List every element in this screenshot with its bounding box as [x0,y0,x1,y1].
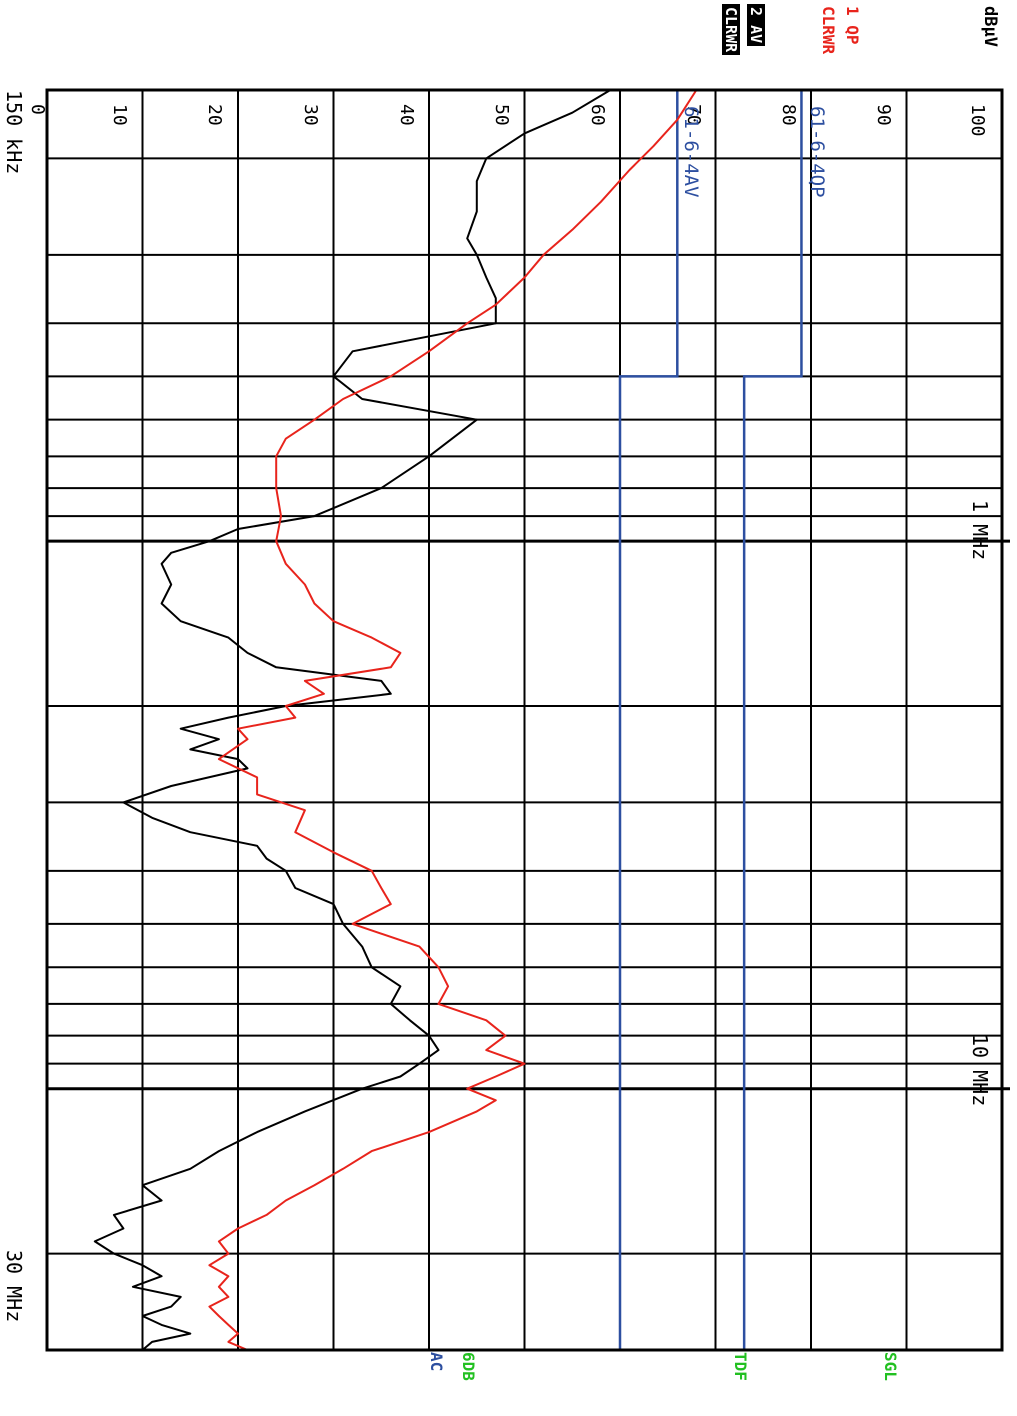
limit-qp-label: 61-6-4QP [806,106,828,198]
trace1-number: 1 [843,6,862,16]
y-tick-label: 100 [967,104,988,137]
trace2-legend-clear: CLRWR [722,4,740,56]
trace2-legend-mode: 2 AV [747,4,765,47]
trace1-legend-clear: CLRWR [819,6,838,55]
limit-line [618,90,679,1350]
y-tick-label: 80 [778,104,799,126]
trace1-legend-mode: 1 QP [843,6,862,45]
y-tick-label: 30 [300,104,321,126]
unit-label: dBµV [980,6,1000,47]
y-tick-label: 60 [587,104,608,126]
x-mid2-label: 10 MHz [968,1034,992,1107]
trace-lines [93,89,698,1351]
chart-grid [46,90,1010,1351]
x-mid1-label: 1 MHz [968,500,992,561]
sgl-indicator: SGL [881,1352,900,1381]
y-tick-label: 40 [396,104,417,126]
plot-frame [45,88,1004,1352]
limit-lines [618,90,803,1350]
x-end-label: 30 MHz [2,1250,26,1323]
limit-av-label: 61-6-4AV [680,106,702,198]
y-tick-label: 50 [491,104,512,126]
trace1-mode: QP [843,25,862,45]
qp-trace [208,89,698,1351]
limit-line [742,90,803,1350]
y-tick-label: 20 [204,104,225,126]
tdf-indicator: TDF [731,1352,750,1381]
x-start-label: 150 kHz [2,90,26,175]
sixdb-indicator: 6DB [459,1352,478,1381]
trace2-number: 2 [747,7,765,17]
av-trace [93,89,611,1351]
y-tick-label: 10 [109,104,130,126]
ac-indicator: AC [427,1352,446,1372]
trace2-mode: AV [747,25,765,44]
y-tick-label: 0 [27,104,48,115]
y-tick-label: 90 [873,104,894,126]
